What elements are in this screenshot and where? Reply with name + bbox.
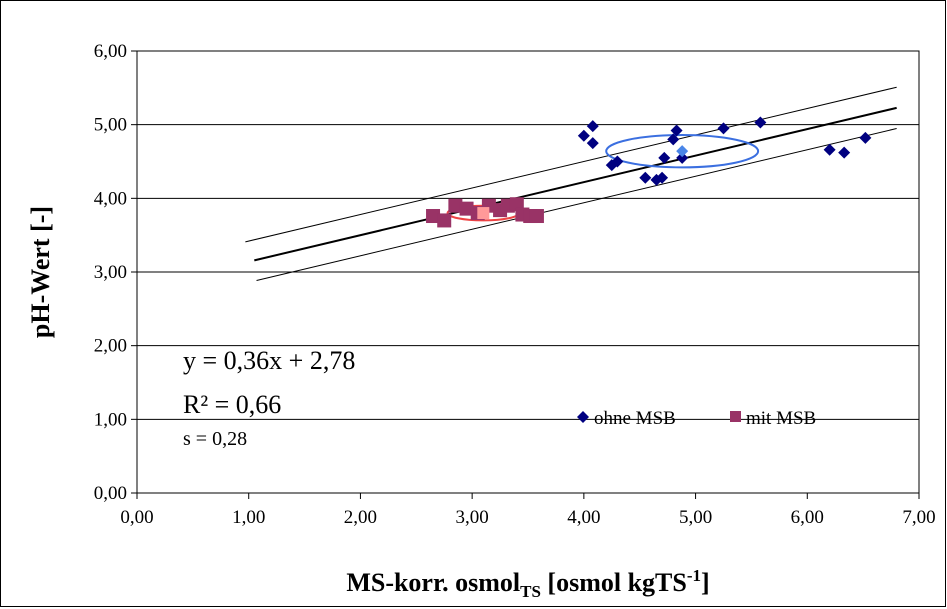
data-point-ohne-msb: [586, 137, 599, 150]
grid-lines: [137, 124, 919, 420]
x-axis-ticks: 0,00 1,00 2,00 3,00 4,00 5,00 6,00 7,00: [120, 493, 936, 528]
legend-marker-mit-msb: [730, 411, 741, 422]
centroid-marker: [676, 145, 689, 158]
x-tick-label: 5,00: [679, 507, 712, 528]
y-axis-title: pH-Wert [-]: [26, 206, 55, 338]
data-point-mit-msb: [437, 213, 452, 228]
legend: ohne MSB mit MSB: [577, 408, 816, 429]
legend-label-mit-msb: mit MSB: [746, 408, 816, 429]
data-point-mit-msb: [529, 209, 544, 224]
x-tick-label: 7,00: [902, 507, 935, 528]
data-point-ohne-msb: [670, 124, 683, 137]
data-point-ohne-msb: [667, 133, 680, 146]
data-point-ohne-msb: [577, 129, 590, 142]
x-tick-label: 2,00: [344, 507, 377, 528]
legend-label-ohne-msb: ohne MSB: [594, 408, 676, 429]
x-tick-label: 0,00: [120, 507, 153, 528]
data-point-mit-msb: [426, 209, 441, 224]
r-squared-label: R² = 0,66: [183, 390, 281, 419]
regression-line: [254, 106, 897, 262]
y-tick-label: 5,00: [94, 115, 127, 136]
x-tick-label: 1,00: [232, 507, 265, 528]
regression-equation: y = 0,36x + 2,78: [183, 346, 355, 375]
centroid-marker: [477, 207, 490, 220]
data-point-ohne-msb: [859, 131, 872, 144]
x-tick-label: 3,00: [456, 507, 489, 528]
legend-marker-ohne-msb: [577, 411, 589, 423]
data-point-ohne-msb: [754, 116, 767, 129]
data-point-ohne-msb: [717, 122, 730, 135]
y-tick-label: 2,00: [94, 336, 127, 357]
data-point-ohne-msb: [838, 146, 851, 159]
x-tick-label: 6,00: [791, 507, 824, 528]
data-point-ohne-msb: [656, 171, 669, 184]
lower-band-line: [256, 128, 897, 281]
y-tick-label: 1,00: [94, 409, 127, 430]
y-tick-label: 4,00: [94, 188, 127, 209]
y-axis-ticks: 0,00 1,00 2,00 3,00 4,00 5,00 6,00: [94, 41, 137, 504]
data-point-ohne-msb: [586, 120, 599, 133]
y-tick-label: 6,00: [94, 41, 127, 62]
x-axis-title: MS-korr. osmolTS [osmol kgTS-1]: [346, 566, 709, 601]
data-point-ohne-msb: [676, 151, 689, 164]
data-points: [426, 116, 872, 228]
regression-lines: [245, 86, 897, 281]
y-tick-label: 0,00: [94, 483, 127, 504]
std-error-label: s = 0,28: [183, 428, 247, 450]
data-point-ohne-msb: [823, 143, 836, 156]
x-tick-label: 4,00: [567, 507, 600, 528]
data-point-mit-msb: [459, 201, 474, 216]
data-point-ohne-msb: [611, 155, 624, 168]
y-tick-label: 3,00: [94, 262, 127, 283]
data-point-ohne-msb: [639, 171, 652, 184]
data-point-mit-msb: [448, 198, 463, 213]
data-point-ohne-msb: [658, 151, 671, 164]
cluster-ellipse: [605, 133, 760, 169]
upper-band-line: [245, 86, 897, 243]
